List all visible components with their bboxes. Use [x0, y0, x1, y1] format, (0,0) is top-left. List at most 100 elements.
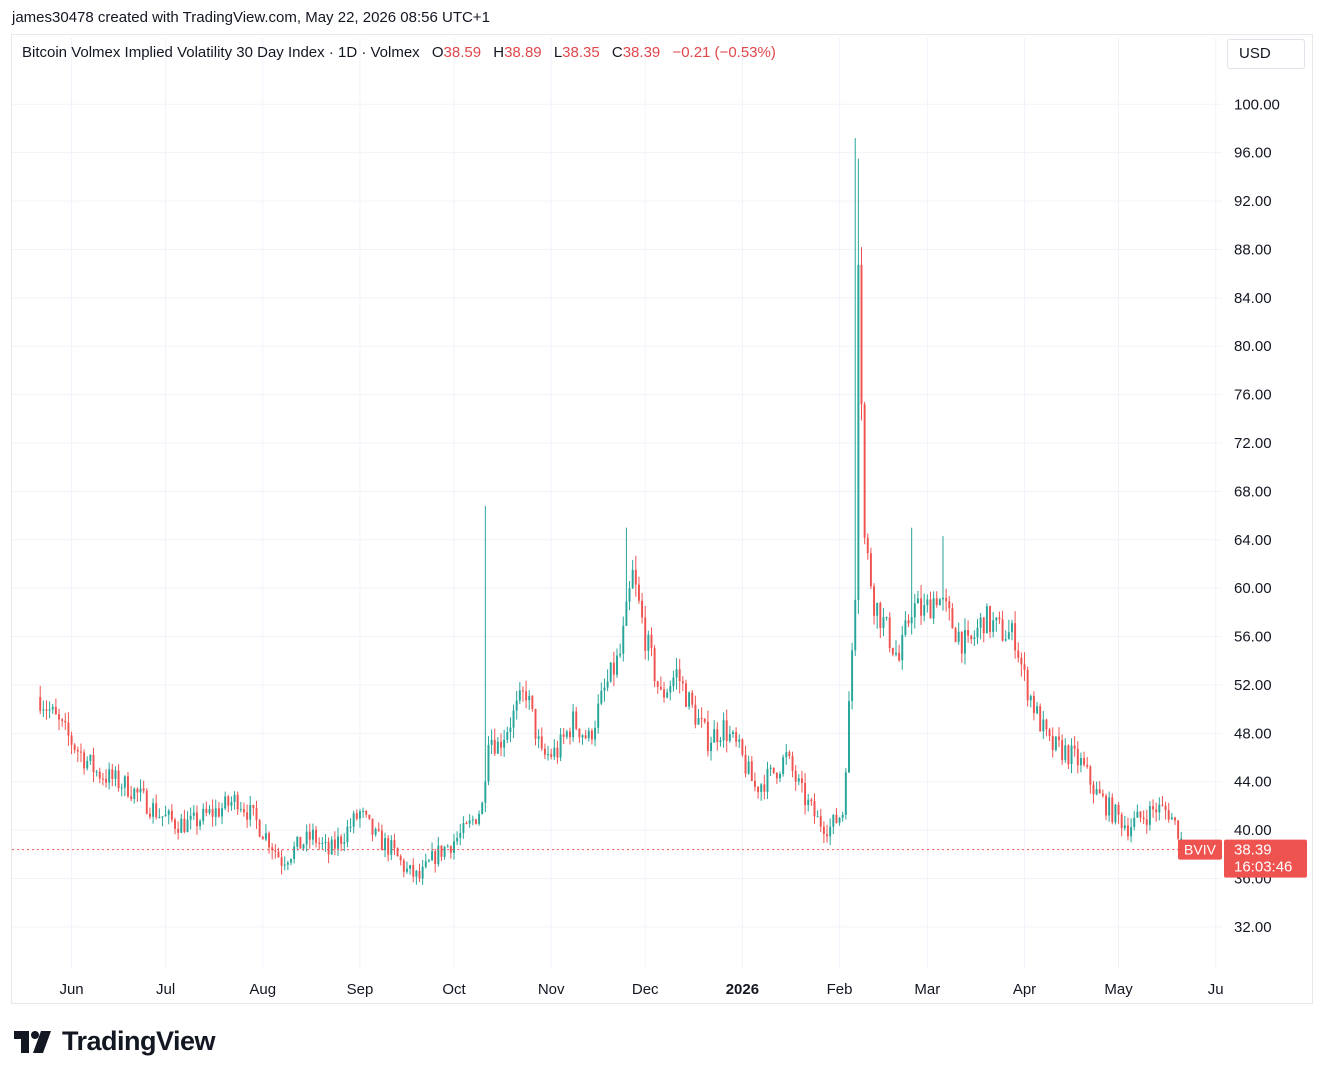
candle-body: [672, 677, 675, 687]
candle-body: [916, 598, 919, 604]
high-label: H: [493, 44, 505, 61]
x-tick-label: Jul: [156, 981, 175, 998]
candle-body: [242, 809, 245, 813]
candle-body: [249, 804, 252, 820]
candle-body: [948, 601, 951, 609]
candle-body: [879, 602, 882, 629]
candle-body: [926, 599, 929, 606]
candle-body: [559, 734, 562, 758]
candle-body: [854, 599, 857, 651]
y-tick-label: 76.00: [1234, 387, 1272, 404]
candles-layer: [39, 138, 1186, 885]
candle-body: [938, 599, 941, 606]
candle-body: [847, 701, 850, 773]
candle-body: [70, 735, 73, 745]
candle-body: [1086, 764, 1089, 767]
y-tick-label: 68.00: [1234, 483, 1272, 500]
candle-body: [83, 752, 86, 769]
candle-body: [1007, 632, 1010, 640]
candle-body: [186, 819, 189, 832]
candle-body: [913, 603, 916, 618]
candle-body: [841, 814, 844, 818]
candle-body: [170, 810, 173, 820]
candle-body: [1036, 706, 1039, 714]
candle-body: [866, 537, 869, 554]
candle-body: [1079, 758, 1082, 766]
y-tick-label: 96.00: [1234, 145, 1272, 162]
candle-body: [869, 553, 872, 587]
candle-body: [910, 617, 913, 624]
candle-body: [246, 812, 249, 820]
candle-body: [929, 599, 932, 619]
candle-body: [431, 851, 434, 861]
candle-body: [167, 810, 170, 815]
candle-body: [1058, 736, 1060, 741]
candle-body: [590, 730, 593, 740]
candle-body: [703, 718, 706, 722]
candle-body: [612, 662, 615, 675]
y-tick-label: 32.00: [1234, 919, 1272, 936]
candle-body: [1136, 811, 1139, 818]
candle-body: [453, 841, 455, 853]
candle-body: [584, 735, 587, 739]
candle-body: [221, 808, 223, 817]
candle-body: [1177, 820, 1180, 839]
candle-body: [377, 829, 380, 831]
candle-body: [932, 598, 935, 619]
candle-body: [1067, 745, 1070, 765]
candle-body: [738, 739, 741, 742]
candle-body: [1001, 619, 1004, 641]
candle-body: [189, 815, 192, 820]
candle-body: [1148, 806, 1151, 825]
candle-body: [515, 700, 518, 711]
chart-frame: [11, 34, 1313, 1004]
candle-body: [233, 794, 236, 803]
candle-body: [512, 710, 515, 728]
candle-body: [437, 845, 440, 865]
candle-body: [315, 829, 318, 843]
symbol-tag-bg: [1178, 839, 1222, 860]
candle-body: [54, 706, 57, 715]
candle-body: [399, 856, 402, 861]
candle-body: [1017, 650, 1020, 658]
candle-body: [750, 761, 753, 782]
candle-body: [606, 681, 609, 688]
candle-body: [1089, 766, 1092, 785]
candle-body: [1083, 758, 1086, 765]
candle-body: [496, 741, 499, 754]
candle-body: [901, 634, 904, 661]
candle-body: [111, 769, 114, 779]
candle-body: [697, 717, 700, 725]
candle-body: [641, 600, 644, 618]
candle-body: [462, 822, 465, 834]
x-tick-label: Apr: [1013, 981, 1036, 998]
candle-body: [255, 807, 258, 821]
candle-body: [766, 768, 769, 792]
candle-body: [907, 620, 910, 624]
candle-body: [114, 770, 117, 779]
x-tick-label: Jun: [59, 981, 83, 998]
candle-body: [468, 820, 471, 824]
candle-body: [195, 812, 198, 827]
candle-body: [51, 706, 54, 710]
candle-body: [895, 652, 897, 655]
y-tick-label: 88.00: [1234, 241, 1272, 258]
candle-body: [719, 740, 722, 742]
candle-body: [380, 830, 383, 851]
candle-body: [663, 689, 665, 698]
candle-body: [675, 669, 678, 678]
candle-body: [305, 831, 308, 845]
candle-body: [86, 760, 89, 769]
candle-body: [681, 681, 684, 684]
candle-body: [813, 801, 816, 817]
currency-button[interactable]: USD: [1227, 39, 1305, 69]
symbol-legend: Bitcoin Volmex Implied Volatility 30 Day…: [22, 44, 776, 61]
candle-body: [352, 813, 355, 827]
candle-body: [838, 817, 841, 823]
candle-body: [960, 631, 963, 654]
candle-body: [819, 816, 822, 827]
tradingview-logo[interactable]: TradingView: [14, 1026, 216, 1057]
candle-body: [873, 586, 876, 616]
candle-body: [963, 630, 966, 654]
